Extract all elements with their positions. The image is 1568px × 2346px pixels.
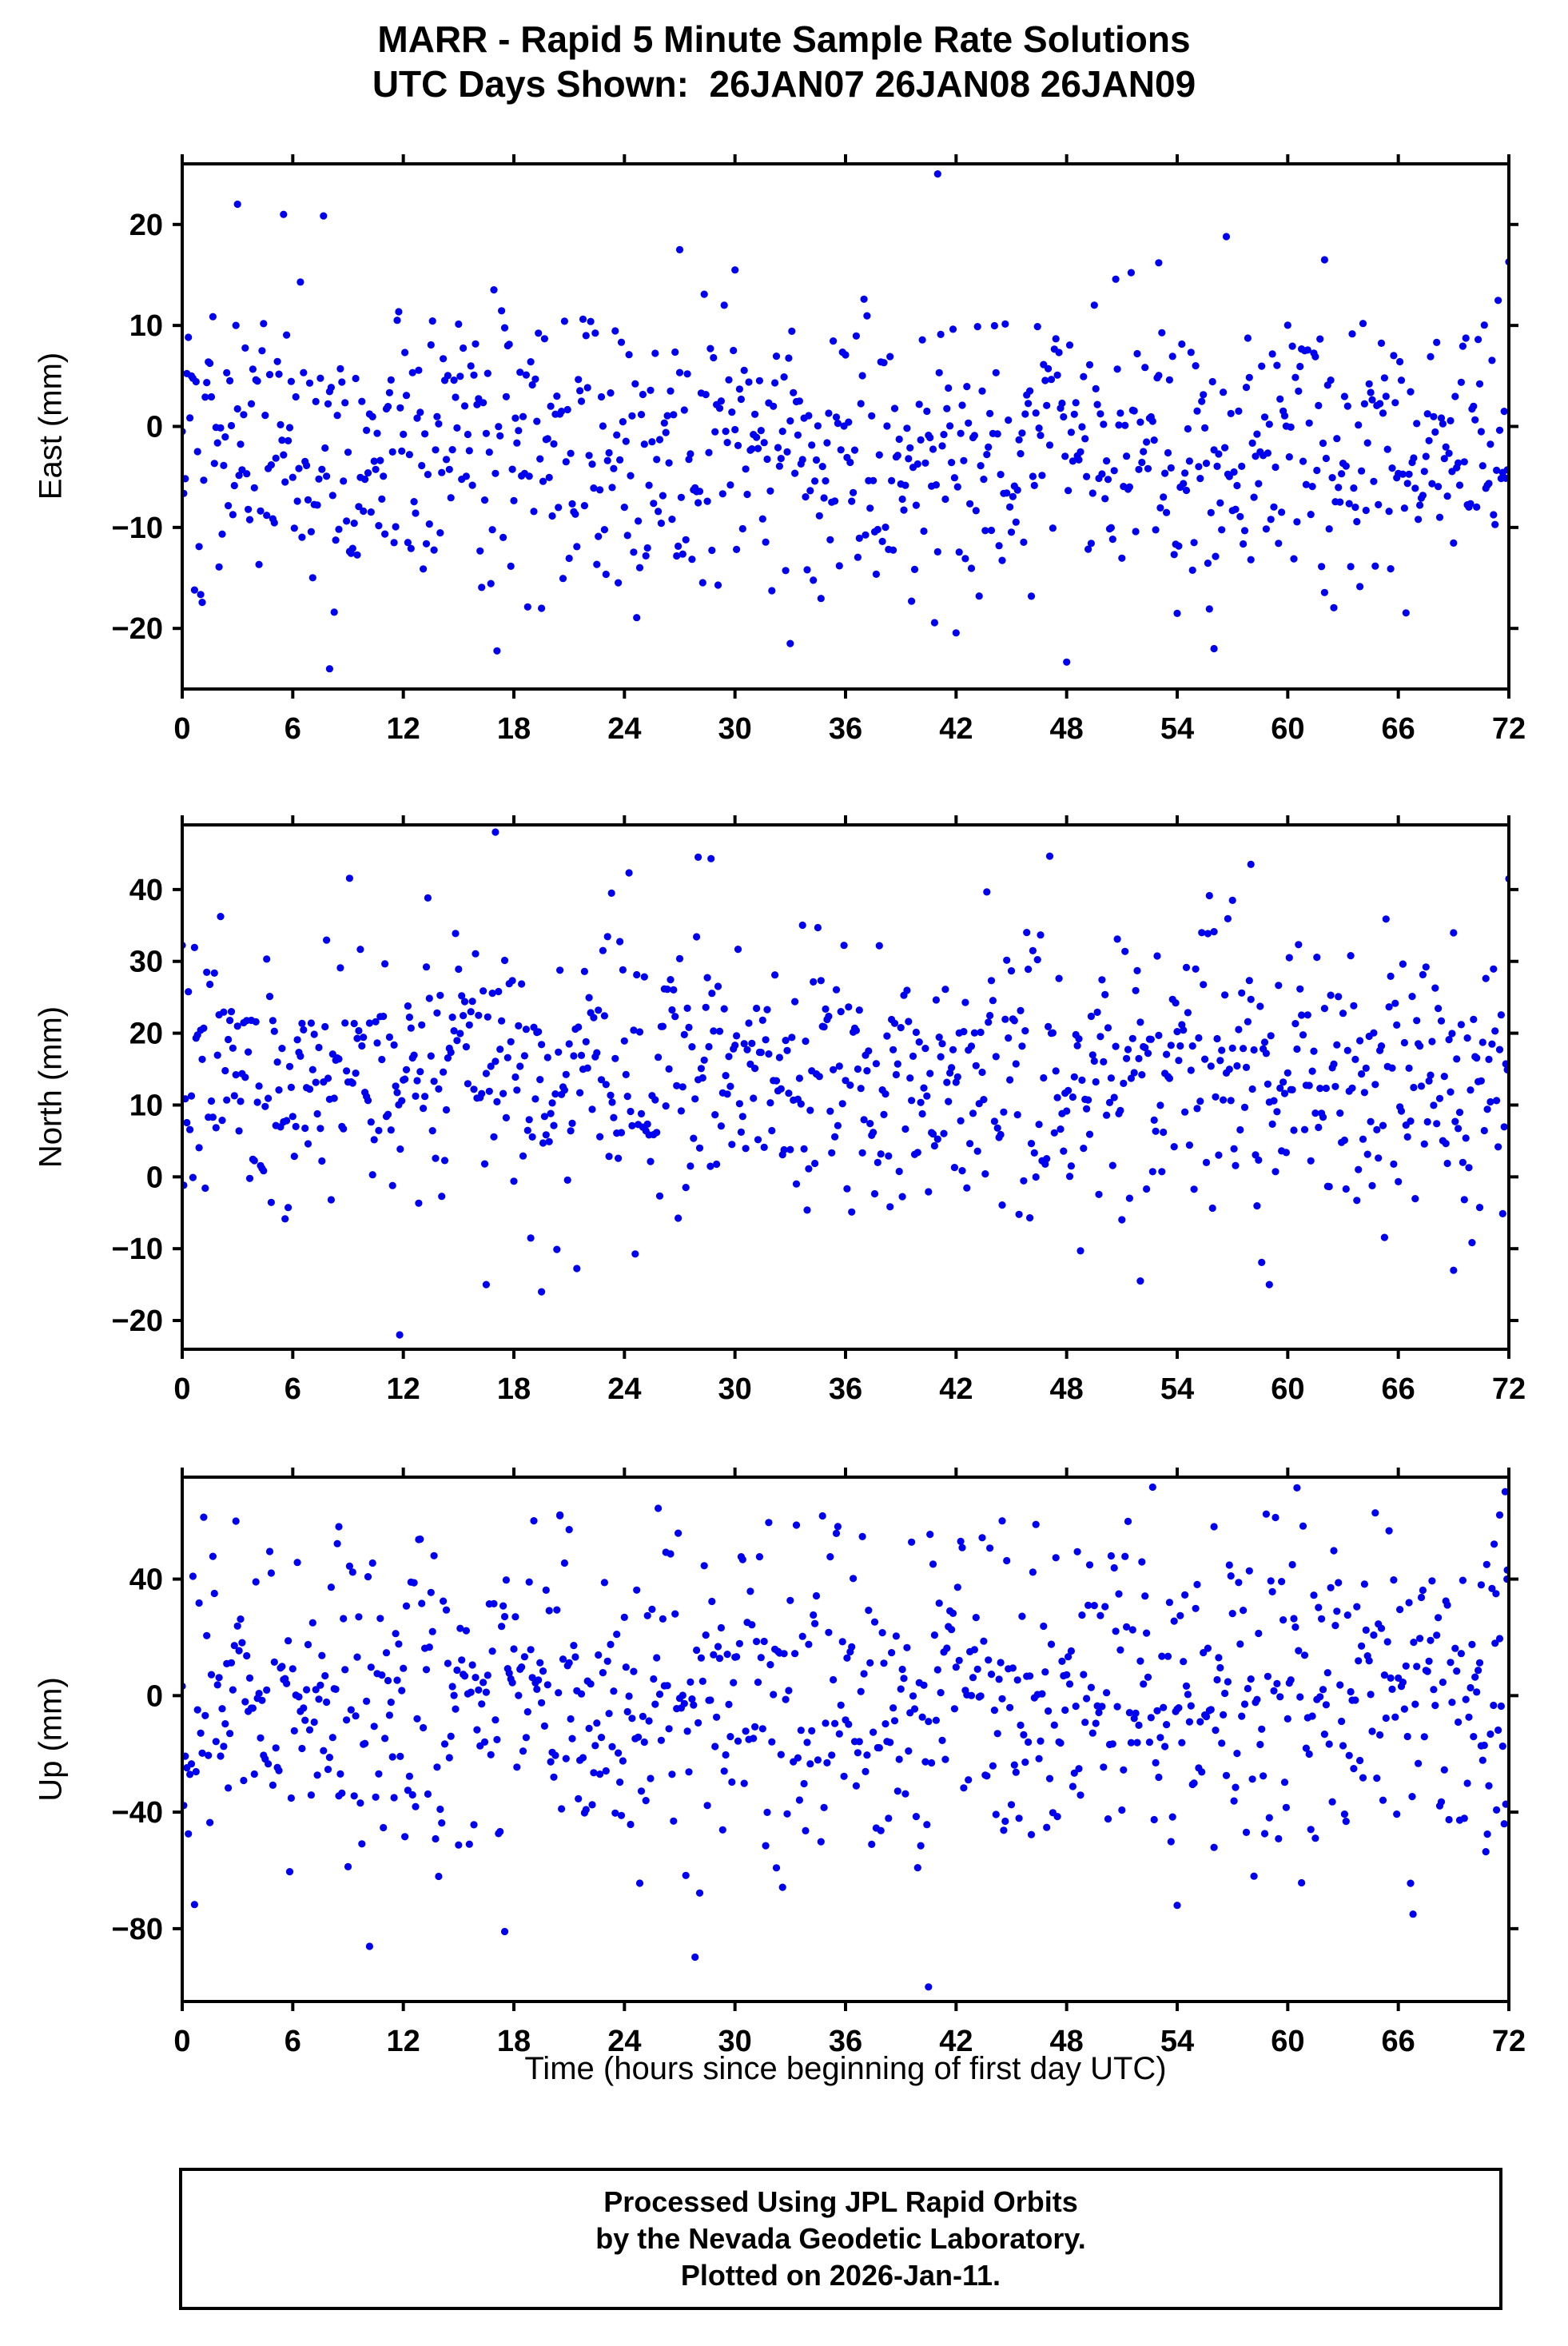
footer-line-1: Processed Using JPL Rapid Orbits xyxy=(603,2185,1078,2218)
east-plot: 0 6 12 18 24 30 36 42 48 54 60 66 72 −20 −10 0 10 20 xyxy=(112,154,1526,746)
svg-text:20: 20 xyxy=(129,1018,163,1051)
svg-text:6: 6 xyxy=(285,1372,301,1406)
svg-text:30: 30 xyxy=(718,1372,752,1406)
svg-text:12: 12 xyxy=(387,2025,420,2058)
svg-text:18: 18 xyxy=(497,2025,531,2058)
svg-text:60: 60 xyxy=(1271,712,1304,746)
svg-text:54: 54 xyxy=(1160,712,1194,746)
svg-text:0: 0 xyxy=(173,2025,190,2058)
svg-text:48: 48 xyxy=(1050,2025,1084,2058)
east-tick-labels: 0 6 12 18 24 30 36 42 48 54 60 66 72 −20 −10 0 10 20 xyxy=(112,209,1526,746)
north-data-points xyxy=(182,828,1509,1339)
x-axis-label: Time (hours since beginning of first day… xyxy=(524,2051,1167,2086)
svg-text:60: 60 xyxy=(1271,2025,1304,2058)
svg-text:18: 18 xyxy=(497,712,531,746)
svg-text:36: 36 xyxy=(829,712,862,746)
svg-text:54: 54 xyxy=(1160,2025,1194,2058)
svg-text:−40: −40 xyxy=(112,1796,163,1830)
north-plot: 0 6 12 18 24 30 36 42 48 54 60 66 72 −20 −10 0 10 20 30 40 xyxy=(112,815,1526,1406)
svg-text:12: 12 xyxy=(387,712,420,746)
up-tick-labels: 0 6 12 18 24 30 36 42 48 54 60 66 72 −80 −40 0 40 xyxy=(112,1563,1526,2058)
svg-text:−80: −80 xyxy=(112,1913,163,1946)
svg-text:10: 10 xyxy=(129,309,163,343)
plot-title: MARR - Rapid 5 Minute Sample Rate Soluti… xyxy=(377,18,1191,60)
svg-text:30: 30 xyxy=(718,2025,752,2058)
svg-text:6: 6 xyxy=(285,712,301,746)
svg-text:72: 72 xyxy=(1492,712,1526,746)
north-tick-labels: 0 6 12 18 24 30 36 42 48 54 60 66 72 −20 −10 0 10 20 30 40 xyxy=(112,874,1526,1406)
svg-text:48: 48 xyxy=(1050,712,1084,746)
svg-text:72: 72 xyxy=(1492,2025,1526,2058)
svg-text:40: 40 xyxy=(129,1563,163,1597)
svg-text:30: 30 xyxy=(129,946,163,979)
svg-text:0: 0 xyxy=(146,1679,163,1713)
east-frame xyxy=(181,162,1510,691)
svg-text:0: 0 xyxy=(173,712,190,746)
svg-text:42: 42 xyxy=(939,712,973,746)
svg-text:20: 20 xyxy=(129,209,163,242)
svg-text:−20: −20 xyxy=(112,612,163,646)
svg-text:24: 24 xyxy=(607,1372,641,1406)
svg-text:−20: −20 xyxy=(112,1304,163,1338)
svg-text:10: 10 xyxy=(129,1089,163,1122)
up-frame xyxy=(181,1476,1510,2003)
svg-text:12: 12 xyxy=(387,1372,420,1406)
svg-text:40: 40 xyxy=(129,874,163,907)
north-frame xyxy=(181,823,1510,1351)
svg-text:30: 30 xyxy=(718,712,752,746)
svg-text:−10: −10 xyxy=(112,1233,163,1266)
svg-text:48: 48 xyxy=(1050,1372,1084,1406)
svg-text:66: 66 xyxy=(1382,712,1415,746)
up-data-points xyxy=(182,1483,1509,1991)
svg-text:72: 72 xyxy=(1492,1372,1526,1406)
footer-box: Processed Using JPL Rapid Orbits by the … xyxy=(179,2168,1502,2310)
footer-line-3: Plotted on 2026-Jan-11. xyxy=(680,2259,1001,2292)
svg-text:54: 54 xyxy=(1160,1372,1194,1406)
svg-text:66: 66 xyxy=(1382,2025,1415,2058)
svg-text:0: 0 xyxy=(146,1161,163,1194)
svg-text:36: 36 xyxy=(829,2025,862,2058)
svg-text:0: 0 xyxy=(173,1372,190,1406)
svg-text:60: 60 xyxy=(1271,1372,1304,1406)
east-data-points xyxy=(182,170,1509,673)
svg-text:66: 66 xyxy=(1382,1372,1415,1406)
up-ticks xyxy=(173,1468,1518,2011)
svg-text:24: 24 xyxy=(607,2025,641,2058)
svg-text:36: 36 xyxy=(829,1372,862,1406)
svg-text:6: 6 xyxy=(285,2025,301,2058)
svg-text:0: 0 xyxy=(146,411,163,444)
svg-text:18: 18 xyxy=(497,1372,531,1406)
svg-text:24: 24 xyxy=(607,712,641,746)
plot-subtitle: UTC Days Shown: 26JAN07 26JAN08 26JAN09 xyxy=(372,63,1196,105)
svg-text:−10: −10 xyxy=(112,512,163,545)
up-plot: 0 6 12 18 24 30 36 42 48 54 60 66 72 −80 −40 0 40 xyxy=(112,1468,1526,2058)
footer-line-2: by the Nevada Geodetic Laboratory. xyxy=(595,2221,1086,2255)
svg-text:42: 42 xyxy=(939,2025,973,2058)
svg-text:42: 42 xyxy=(939,1372,973,1406)
